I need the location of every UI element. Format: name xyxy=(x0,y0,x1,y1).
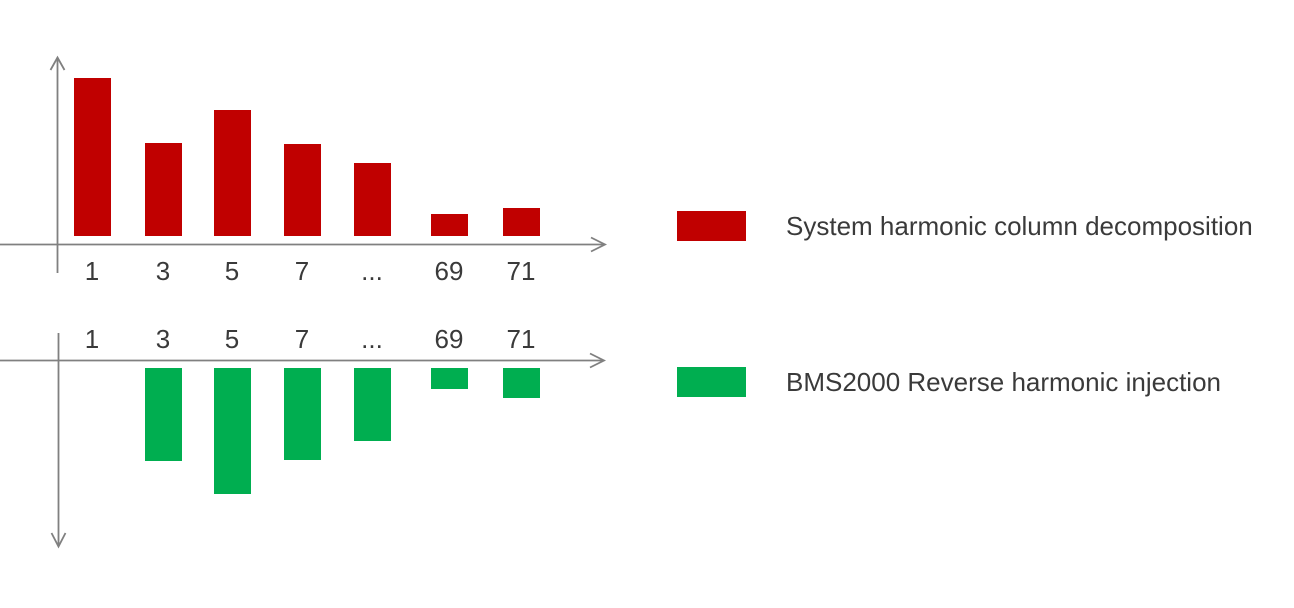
legend-swatch-red xyxy=(677,211,746,241)
tick-label-7: 7 xyxy=(294,256,310,286)
tick-label-...: ... xyxy=(361,324,383,354)
bar-harmonic-71 xyxy=(502,208,540,236)
tick-label-5: 5 xyxy=(224,256,240,286)
bar-harmonic-69 xyxy=(430,214,468,236)
bar-harmonic-7 xyxy=(283,144,321,236)
tick-label-69: 69 xyxy=(434,256,464,286)
tick-label-1: 1 xyxy=(84,256,100,286)
bar-harmonic-69 xyxy=(430,368,468,389)
legend-swatch-green xyxy=(677,367,746,397)
bar-harmonic-1 xyxy=(73,78,111,236)
tick-label-...: ... xyxy=(361,256,383,286)
tick-label-3: 3 xyxy=(155,256,171,286)
tick-label-5: 5 xyxy=(224,324,240,354)
bar-harmonic-7 xyxy=(283,368,321,460)
bar-harmonic-71 xyxy=(502,368,540,398)
legend-item-system-harmonics: System harmonic column decomposition xyxy=(677,206,1253,246)
tick-label-1: 1 xyxy=(84,324,100,354)
bar-harmonic-3 xyxy=(144,368,182,461)
legend-label-system-harmonics: System harmonic column decomposition xyxy=(786,210,1253,241)
bar-harmonic-3 xyxy=(144,143,182,236)
bar-harmonic-5 xyxy=(213,368,251,494)
legend-item-reverse-injection: BMS2000 Reverse harmonic injection xyxy=(677,362,1221,402)
tick-label-7: 7 xyxy=(294,324,310,354)
tick-label-71: 71 xyxy=(506,256,536,286)
tick-label-69: 69 xyxy=(434,324,464,354)
bar-harmonic-... xyxy=(353,368,391,441)
bar-harmonic-... xyxy=(353,163,391,236)
tick-label-3: 3 xyxy=(155,324,171,354)
tick-label-71: 71 xyxy=(506,324,536,354)
bar-harmonic-5 xyxy=(213,110,251,236)
legend-label-reverse-injection: BMS2000 Reverse harmonic injection xyxy=(786,366,1221,397)
